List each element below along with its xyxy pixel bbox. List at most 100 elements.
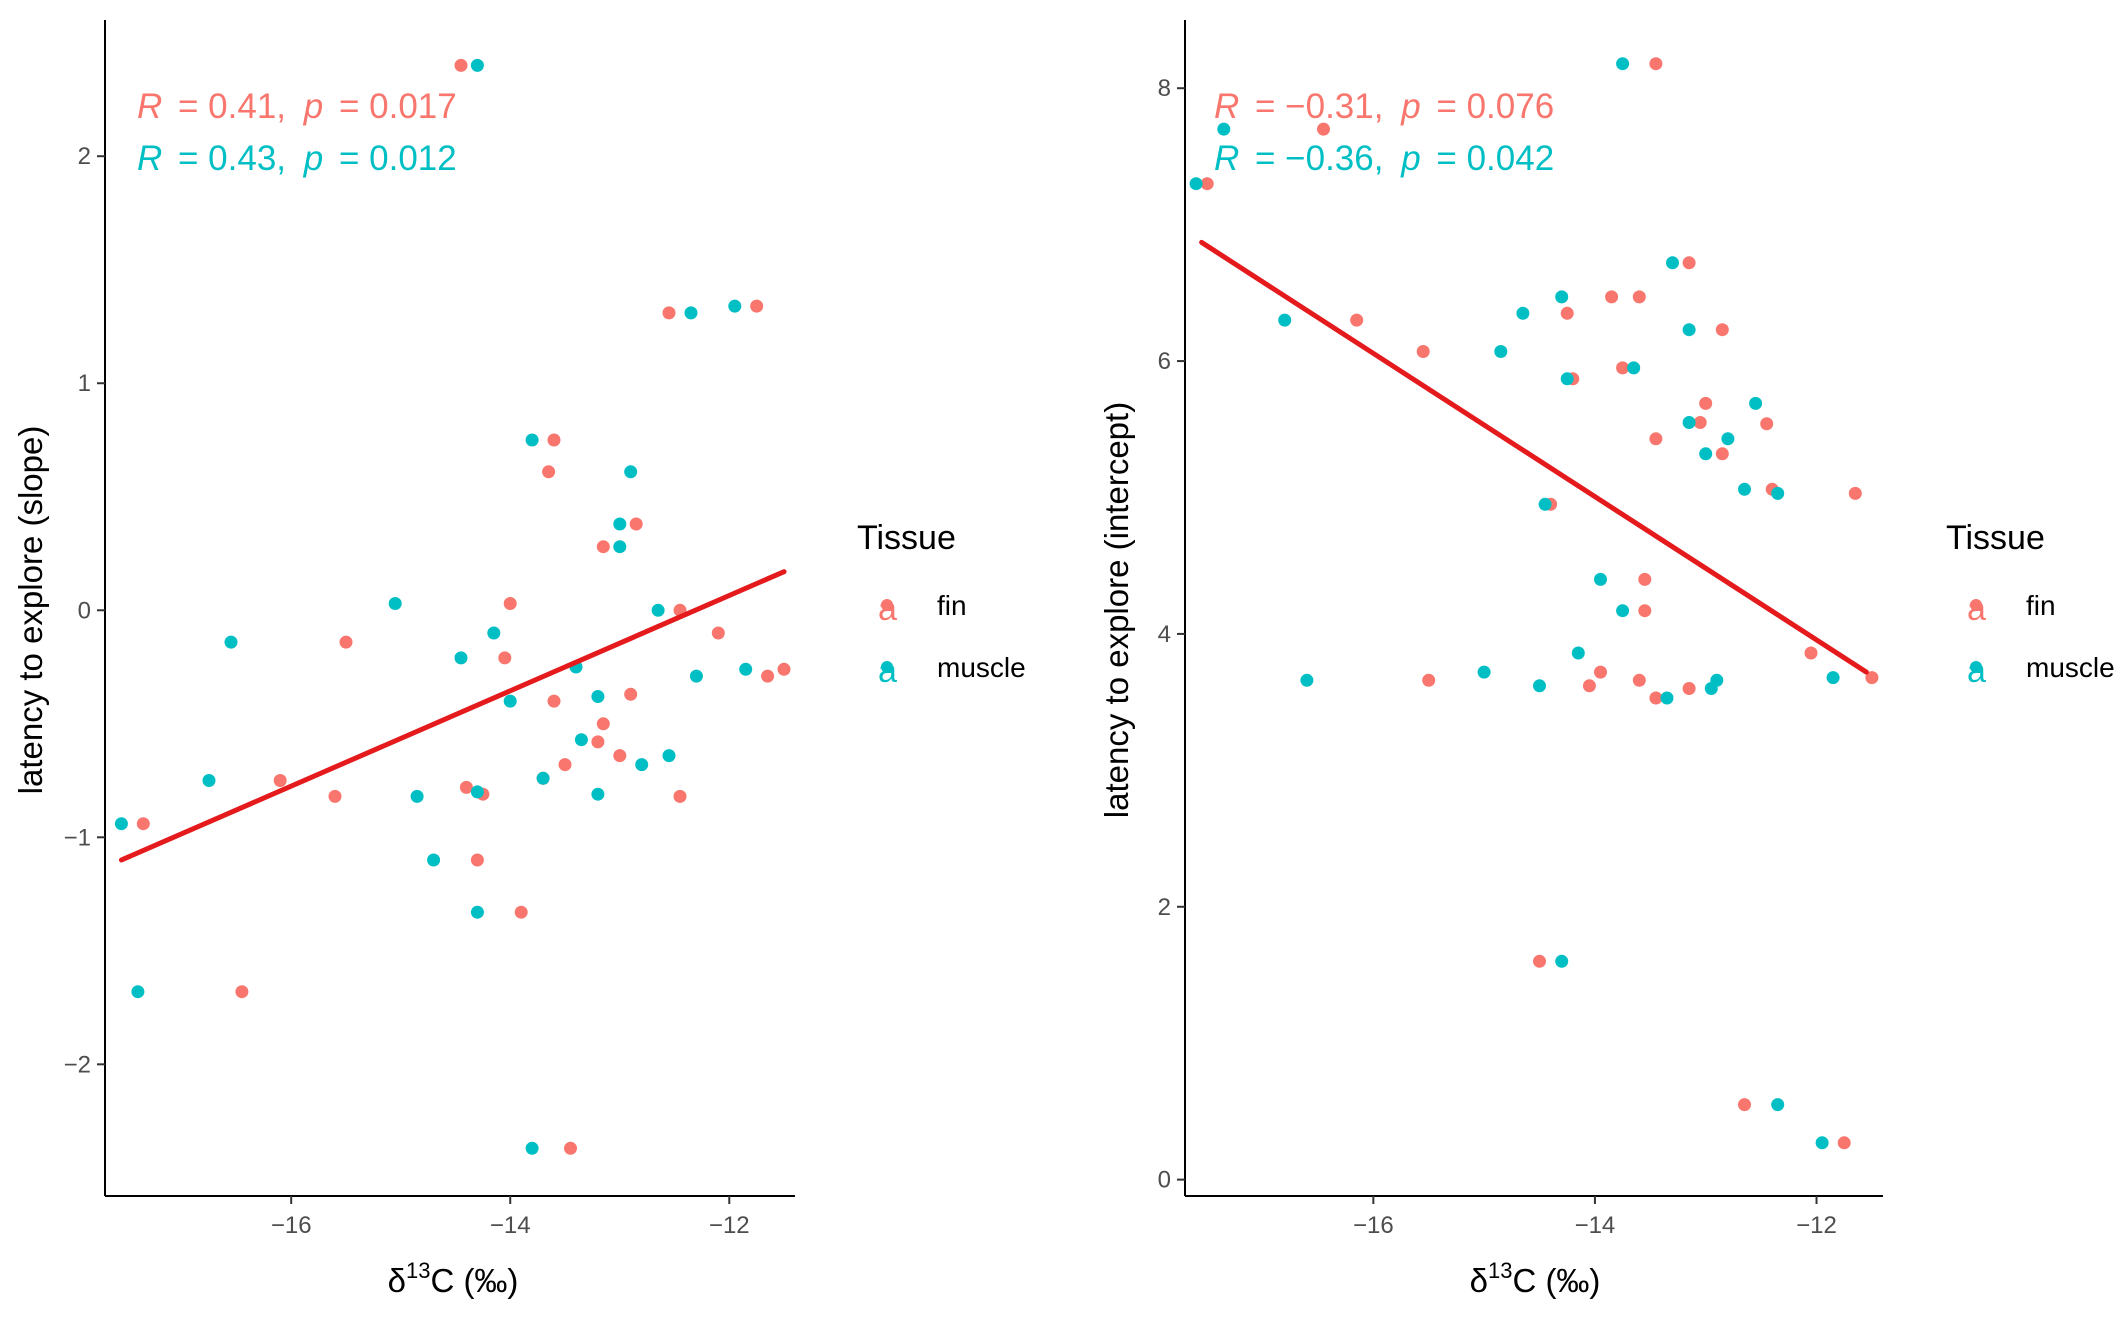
slope-fin-p-value: = 0.017 xyxy=(339,87,457,126)
slope-fin-point-26 xyxy=(673,789,687,803)
intercept-fin-point-16 xyxy=(1638,604,1652,618)
slope-y-axis-title: latency to explore (slope) xyxy=(12,426,49,795)
slope-muscle-point-24 xyxy=(651,603,665,617)
slope-fin-point-14 xyxy=(547,433,561,447)
slope-muscle-point-4 xyxy=(388,597,402,610)
slope-x-rest: C (‰) xyxy=(430,1262,518,1299)
intercept-muscle-point-9 xyxy=(1555,954,1569,968)
intercept-muscle-point-28 xyxy=(1771,486,1785,500)
slope-fin-point-11 xyxy=(514,905,528,919)
intercept-muscle-point-3 xyxy=(1300,673,1314,687)
intercept-regression-line xyxy=(1199,239,1869,675)
slope-fin-point-29 xyxy=(761,669,775,683)
slope-muscle-point-21 xyxy=(613,540,627,554)
intercept-fin-point-12 xyxy=(1616,361,1630,375)
slope-muscle-point-20 xyxy=(613,517,627,531)
intercept-fin-point-32 xyxy=(1865,671,1879,685)
slope-muscle-point-26 xyxy=(684,306,698,320)
intercept-fin-point-1 xyxy=(1317,122,1330,136)
slope-x-tick-label--14: −14 xyxy=(490,1212,531,1239)
slope-muscle-point-27 xyxy=(689,669,703,683)
slope-fin-point-20 xyxy=(596,540,610,554)
intercept-muscle-point-25 xyxy=(1738,482,1751,496)
intercept-fin-p-label: p xyxy=(1400,87,1420,126)
intercept-muscle-point-14 xyxy=(1616,57,1630,71)
slope-fin-r-label: R xyxy=(137,87,162,126)
intercept-muscle-point-17 xyxy=(1660,691,1674,705)
intercept-fin-point-4 xyxy=(1422,673,1436,687)
slope-muscle-point-2 xyxy=(202,774,216,787)
slope-fin-point-16 xyxy=(564,1141,577,1155)
slope-muscle-point-6 xyxy=(427,853,441,867)
slope-muscle-point-7 xyxy=(454,651,468,665)
intercept-x-tick-label--14: −14 xyxy=(1575,1212,1616,1239)
slope-muscle-point-19 xyxy=(591,787,605,801)
intercept-x-tick-label--16: −16 xyxy=(1353,1212,1394,1239)
slope-fin-point-0 xyxy=(136,817,150,831)
intercept-muscle-stat: R = −0.36, p = 0.042 xyxy=(1214,139,1554,178)
intercept-fin-point-27 xyxy=(1760,417,1774,431)
slope-muscle-point-15 xyxy=(536,771,550,785)
slope-y-tick-label-1: 1 xyxy=(78,370,91,397)
slope-fin-stat: R = 0.41, p = 0.017 xyxy=(137,87,457,126)
slope-fin-point-9 xyxy=(498,651,512,665)
slope-x-tick-label--16: −16 xyxy=(271,1212,312,1239)
intercept-fin-point-10 xyxy=(1594,665,1607,679)
slope-muscle-point-9 xyxy=(470,58,484,72)
intercept-fin-point-22 xyxy=(1693,416,1707,429)
slope-legend-fin-key: a xyxy=(878,590,897,628)
intercept-muscle-point-2 xyxy=(1278,313,1292,327)
slope-muscle-point-10 xyxy=(470,785,484,799)
intercept-y-tick-label-0: 0 xyxy=(1158,1167,1171,1194)
intercept-fin-point-8 xyxy=(1560,306,1574,320)
intercept-fin-point-17 xyxy=(1649,432,1663,446)
intercept-y-tick-label-6: 6 xyxy=(1158,348,1171,375)
slope-y-tick-label-0: 0 xyxy=(78,597,91,624)
slope-legend-muscle-point xyxy=(881,661,893,673)
slope-muscle-stat: R = 0.43, p = 0.012 xyxy=(137,139,457,178)
slope-fin-point-10 xyxy=(503,597,517,610)
slope-fin-point-17 xyxy=(558,758,572,772)
slope-y-tick-label--1: −1 xyxy=(64,824,91,851)
intercept-axes: 0 2 4 6 8 −16 −14 −12 xyxy=(1158,20,1883,1239)
slope-legend: Tissue a fin a muscle xyxy=(857,519,1026,690)
intercept-y-tick-label-2: 2 xyxy=(1158,894,1171,921)
intercept-fin-point-9 xyxy=(1582,679,1596,693)
slope-fin-point-30 xyxy=(777,662,791,676)
intercept-fin-point-5 xyxy=(1533,954,1546,968)
slope-legend-title: Tissue xyxy=(857,519,956,557)
intercept-fin-point-20 xyxy=(1682,682,1696,695)
intercept-fin-r-label: R xyxy=(1214,87,1239,126)
intercept-muscle-p-value: = 0.042 xyxy=(1436,139,1554,178)
intercept-muscle-point-10 xyxy=(1555,290,1569,304)
slope-muscle-point-28 xyxy=(728,299,742,313)
intercept-muscle-point-4 xyxy=(1477,665,1491,679)
intercept-muscle-r-value: = −0.36, xyxy=(1255,139,1383,178)
slope-y-tick-label-2: 2 xyxy=(78,143,91,170)
slope-muscle-point-0 xyxy=(114,817,128,831)
intercept-fin-point-11 xyxy=(1605,290,1619,304)
intercept-legend-fin-label: fin xyxy=(2026,590,2056,621)
intercept-muscle-p-label: p xyxy=(1400,139,1420,178)
slope-fin-point-28 xyxy=(750,299,764,313)
intercept-muscle-point-24 xyxy=(1721,432,1735,446)
intercept-muscle-point-13 xyxy=(1594,572,1607,586)
slope-fin-point-5 xyxy=(454,58,468,72)
slope-fin-point-24 xyxy=(662,306,676,320)
slope-legend-muscle-label: muscle xyxy=(937,652,1026,683)
slope-fin-point-7 xyxy=(470,853,484,867)
intercept-muscle-point-30 xyxy=(1826,671,1840,685)
slope-muscle-point-11 xyxy=(487,626,501,640)
slope-muscle-point-25 xyxy=(662,749,676,763)
intercept-muscle-point-5 xyxy=(1494,345,1508,358)
intercept-x-rest: C (‰) xyxy=(1512,1262,1600,1299)
intercept-fin-r-value: = −0.31, xyxy=(1255,87,1383,126)
intercept-fin-point-15 xyxy=(1638,572,1652,586)
intercept-fin-point-14 xyxy=(1632,290,1646,304)
slope-fin-p-label: p xyxy=(303,87,323,126)
intercept-muscle-point-8 xyxy=(1538,497,1552,511)
slope-muscle-point-1 xyxy=(131,985,145,999)
slope-muscle-r-value: = 0.43, xyxy=(178,139,286,178)
slope-panel: −2 −1 0 1 2 −16 −14 −12 R = 0.41, p = 0.017 R =… xyxy=(12,20,795,1299)
